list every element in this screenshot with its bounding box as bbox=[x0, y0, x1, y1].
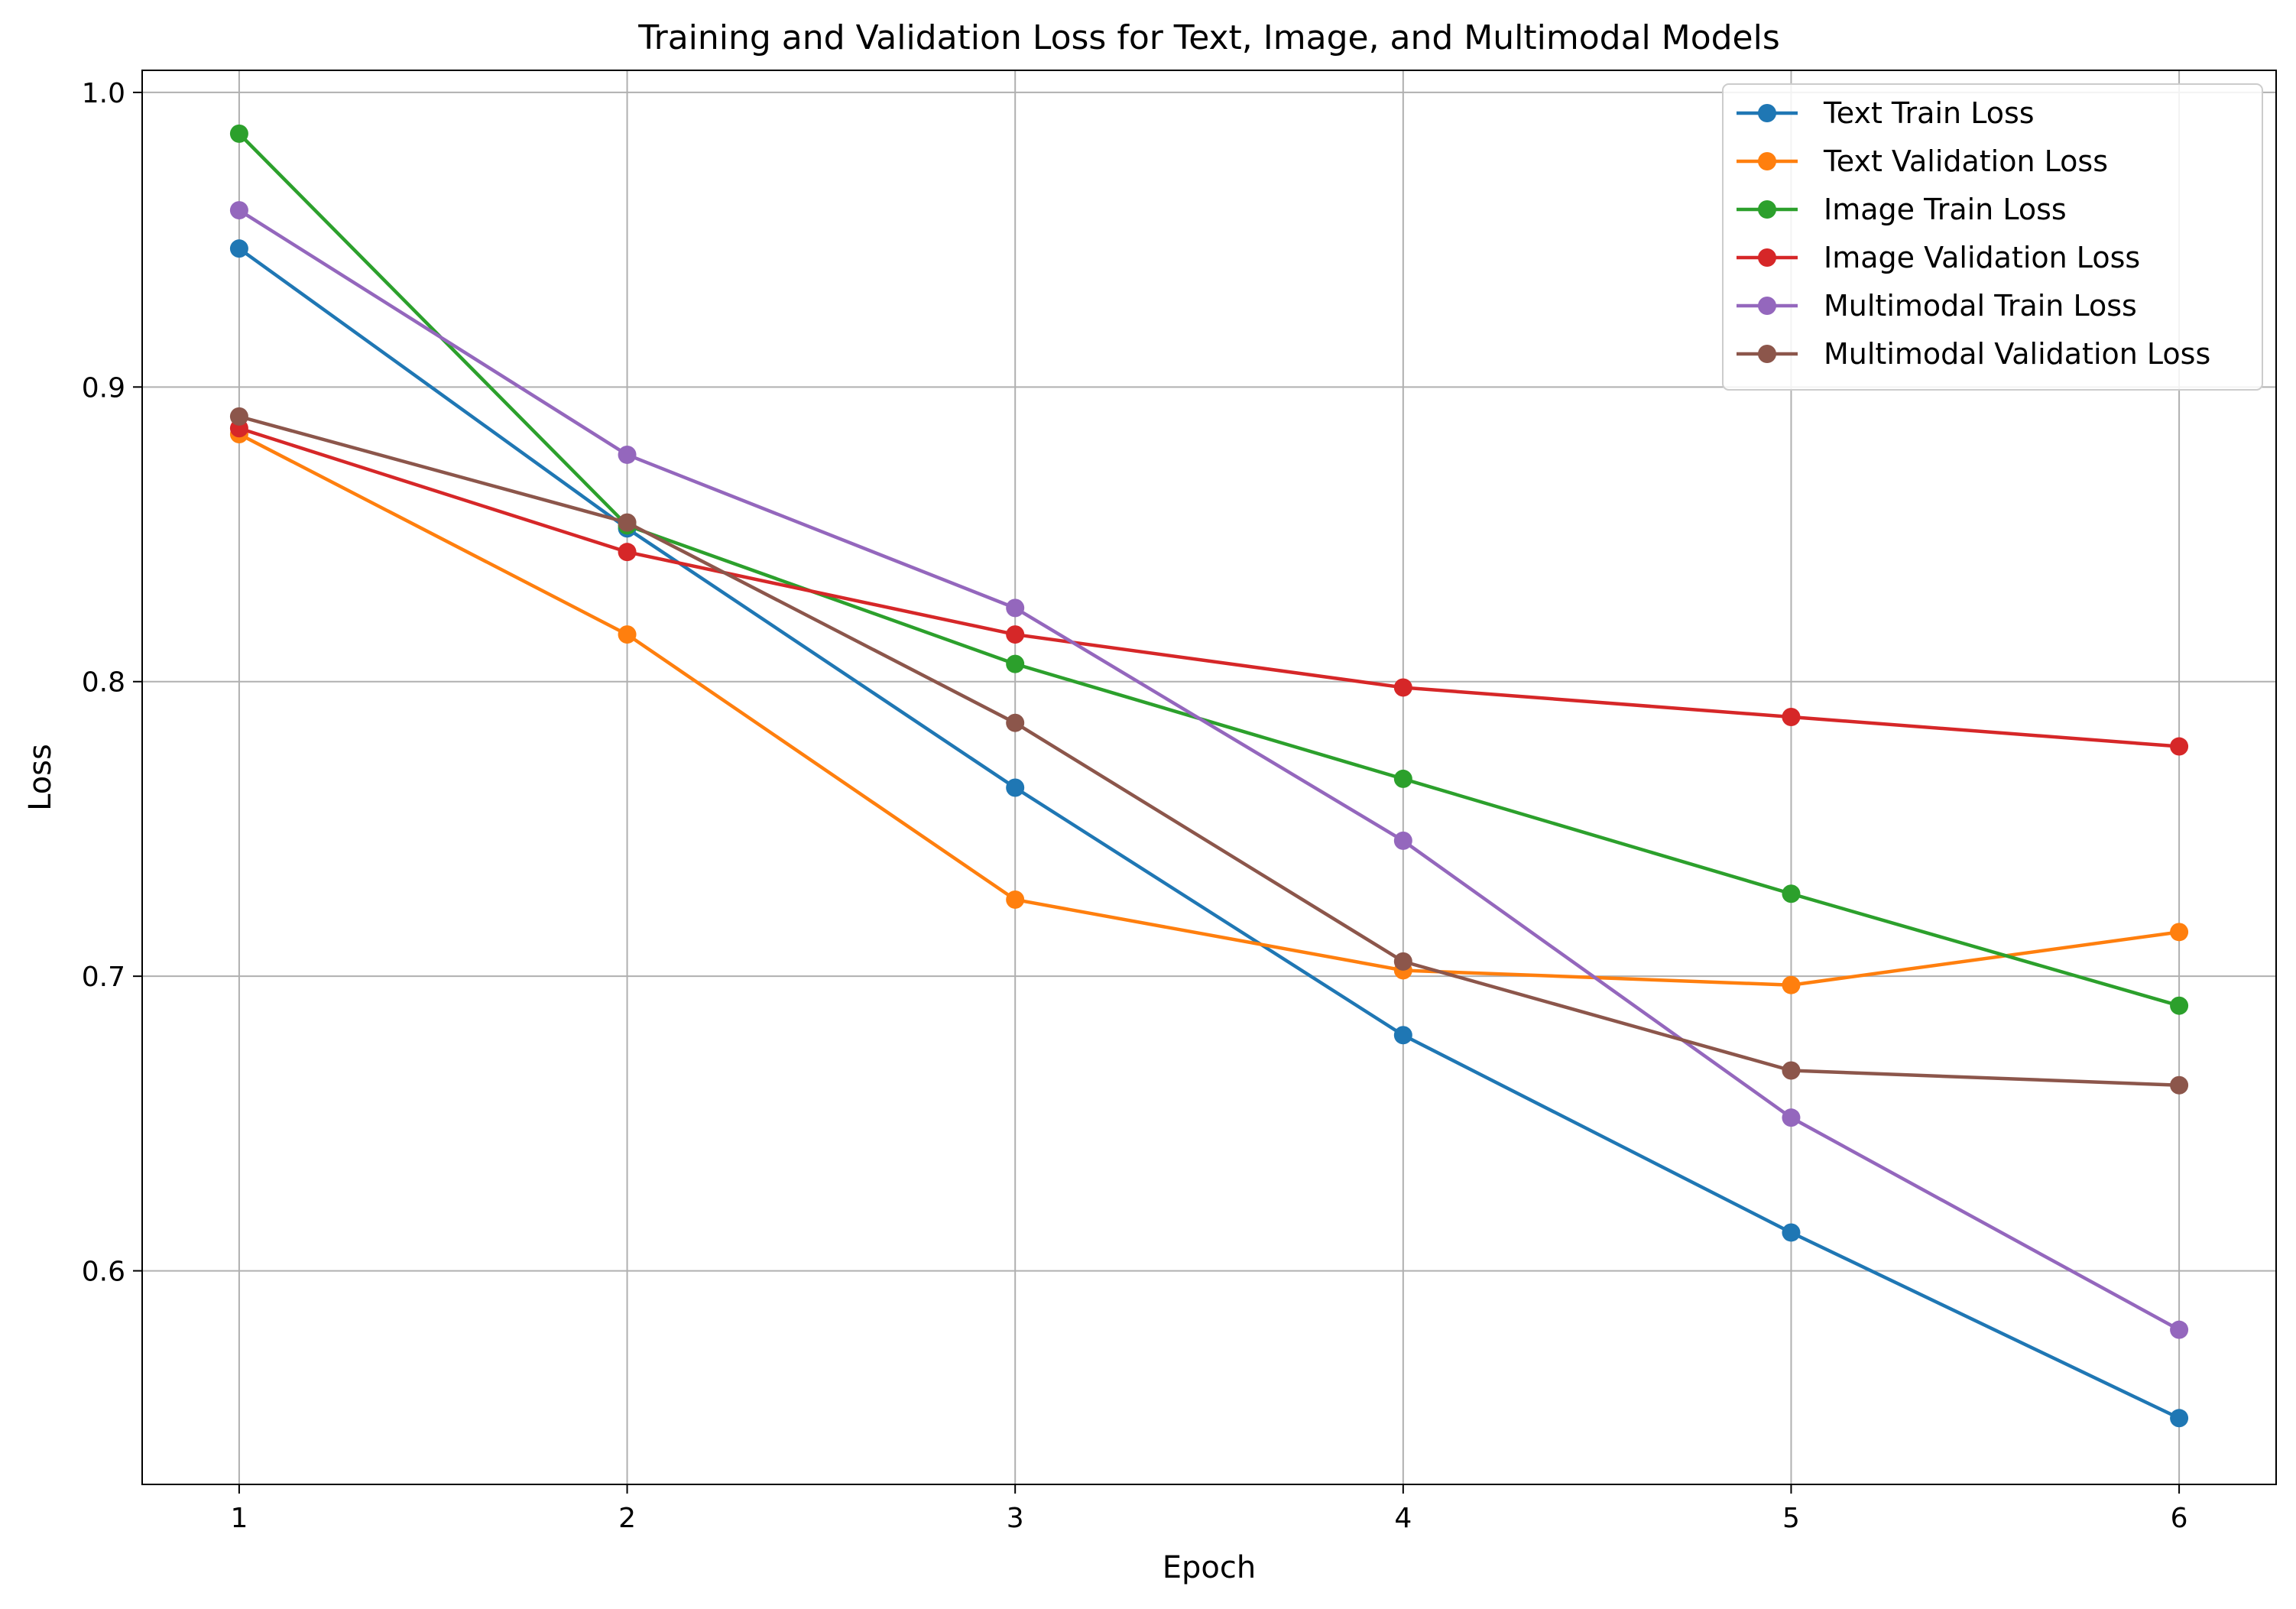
legend-label: Image Validation Loss bbox=[1824, 241, 2140, 274]
y-tick-label: 0.9 bbox=[82, 372, 125, 404]
plot-frame bbox=[141, 70, 2277, 1485]
legend-label: Multimodal Train Loss bbox=[1824, 289, 2137, 323]
data-point bbox=[1006, 890, 1025, 909]
series-4 bbox=[229, 419, 2189, 756]
legend-label: Multimodal Validation Loss bbox=[1824, 337, 2210, 371]
series-6 bbox=[229, 407, 2189, 1095]
chart-title: Training and Validation Loss for Text, I… bbox=[637, 18, 1780, 57]
data-point bbox=[1782, 1223, 1801, 1242]
x-tick-label: 6 bbox=[2171, 1503, 2188, 1534]
data-point bbox=[1393, 678, 1412, 697]
legend-item: Text Validation Loss bbox=[1737, 144, 2108, 178]
legend: Text Train Loss Text Validation Loss Image… bbox=[1722, 83, 2263, 391]
data-point bbox=[229, 124, 248, 143]
series-5 bbox=[229, 201, 2189, 1339]
legend-label: Text Train Loss bbox=[1823, 96, 2035, 130]
legend-swatch-marker bbox=[1758, 200, 1776, 219]
data-point bbox=[229, 239, 248, 258]
series-line bbox=[238, 427, 2180, 748]
y-axis-label: Loss bbox=[23, 744, 58, 811]
legend-swatch-marker bbox=[1758, 152, 1776, 170]
x-tick-label: 1 bbox=[230, 1503, 248, 1534]
data-point bbox=[2170, 1075, 2189, 1095]
data-point bbox=[1782, 884, 1801, 903]
y-tick-label: 0.8 bbox=[82, 667, 125, 699]
series-layer bbox=[229, 124, 2189, 1428]
data-point bbox=[1393, 831, 1412, 850]
legend-swatch-marker bbox=[1758, 297, 1776, 315]
data-point bbox=[1782, 1061, 1801, 1080]
data-point bbox=[618, 513, 637, 532]
data-point bbox=[1393, 952, 1412, 971]
y-tick-label: 0.7 bbox=[82, 962, 125, 993]
x-tick-label: 2 bbox=[618, 1503, 636, 1534]
legend-box bbox=[1722, 83, 2263, 391]
data-point bbox=[2170, 996, 2189, 1015]
data-point bbox=[1006, 778, 1025, 797]
data-point bbox=[618, 625, 637, 644]
data-point bbox=[1782, 707, 1801, 726]
series-line bbox=[238, 209, 2181, 1332]
data-point bbox=[2170, 923, 2189, 942]
x-tick-label: 3 bbox=[1007, 1503, 1024, 1534]
y-tick-label: 1.0 bbox=[82, 78, 125, 109]
data-point bbox=[229, 201, 248, 220]
data-point bbox=[618, 543, 637, 562]
y-tick-label: 0.6 bbox=[82, 1257, 125, 1288]
series-line bbox=[238, 132, 2180, 1007]
data-point bbox=[1006, 654, 1025, 673]
series-line bbox=[238, 247, 2181, 1420]
series-line bbox=[238, 432, 2180, 987]
x-tick-label: 4 bbox=[1394, 1503, 1412, 1534]
data-point bbox=[1782, 975, 1801, 994]
legend-item: Image Validation Loss bbox=[1737, 241, 2140, 274]
series-line bbox=[238, 414, 2180, 1088]
legend-item: Multimodal Train Loss bbox=[1737, 289, 2137, 323]
tick-marks: 1 2 3 4 5 6 0.6 0.7 0.8 0.9 1.0 bbox=[82, 78, 2188, 1534]
legend-swatch-marker bbox=[1758, 104, 1776, 122]
legend-label: Text Validation Loss bbox=[1823, 144, 2108, 178]
data-point bbox=[1393, 769, 1412, 788]
legend-item: Text Train Loss bbox=[1737, 96, 2035, 130]
data-point bbox=[618, 445, 637, 464]
legend-swatch-marker bbox=[1758, 248, 1776, 267]
data-point bbox=[2170, 737, 2189, 756]
data-point bbox=[1006, 713, 1025, 732]
x-axis-label: Epoch bbox=[1163, 1550, 1256, 1585]
data-point bbox=[2170, 1409, 2189, 1428]
data-point bbox=[1006, 625, 1025, 644]
data-point bbox=[1006, 599, 1025, 618]
legend-label: Image Train Loss bbox=[1824, 193, 2067, 226]
data-point bbox=[1393, 1026, 1412, 1045]
legend-item: Image Train Loss bbox=[1737, 193, 2067, 226]
legend-item: Multimodal Validation Loss bbox=[1737, 337, 2210, 371]
data-point bbox=[1782, 1108, 1801, 1127]
x-tick-label: 5 bbox=[1782, 1503, 1800, 1534]
data-point bbox=[2170, 1320, 2189, 1339]
data-point bbox=[229, 407, 248, 426]
legend-swatch-marker bbox=[1758, 345, 1776, 363]
